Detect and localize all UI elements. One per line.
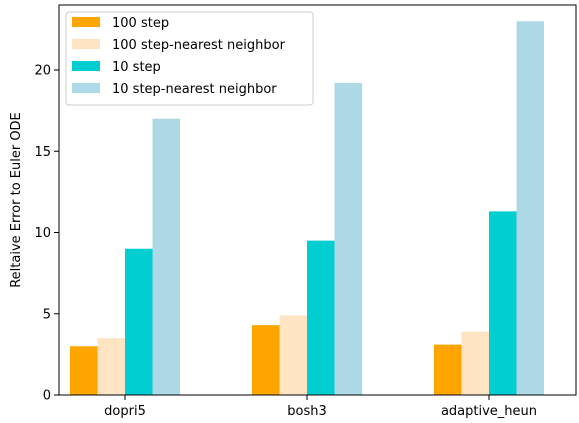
y-axis-label: Reltaive Error to Euler ODE (9, 112, 24, 288)
legend-swatch (72, 83, 100, 93)
bar-dopri5-series-4 (152, 118, 180, 395)
y-tick-label: 20 (34, 64, 51, 79)
bar-bosh3-series-1 (252, 325, 280, 395)
legend-label: 100 step (112, 16, 169, 31)
legend-swatch (72, 39, 100, 49)
bar-adaptive_heun-series-1 (434, 344, 462, 395)
y-tick-label: 0 (43, 389, 51, 404)
legend-label: 100 step-nearest neighbor (112, 38, 286, 53)
bar-dopri5-series-2 (97, 338, 125, 395)
legend-label: 10 step-nearest neighbor (112, 82, 277, 97)
bar-adaptive_heun-series-4 (516, 21, 544, 395)
bar-bosh3-series-4 (334, 83, 362, 395)
bar-dopri5-series-3 (125, 248, 153, 395)
x-tick-label: adaptive_heun (441, 404, 537, 419)
legend: 100 step 100 step-nearest neighbor 10 step… (65, 11, 314, 106)
y-axis: 0 5 10 15 20 (34, 64, 59, 404)
x-axis: dopri5 bosh3 adaptive_heun (104, 395, 537, 419)
x-tick-label: dopri5 (104, 404, 146, 419)
bars-layer (70, 21, 544, 395)
legend-box (65, 11, 314, 106)
bar-bosh3-series-2 (279, 315, 307, 395)
y-tick-label: 10 (34, 226, 51, 241)
legend-label: 10 step (112, 60, 161, 75)
bar-bosh3-series-3 (307, 240, 335, 395)
bar-dopri5-series-1 (70, 346, 98, 395)
bar-adaptive_heun-series-3 (489, 211, 517, 395)
bar-adaptive_heun-series-2 (461, 331, 489, 395)
legend-swatch (72, 17, 100, 27)
plot-frame (58, 4, 577, 396)
legend-swatch (72, 61, 100, 71)
y-tick-label: 15 (34, 145, 51, 160)
x-tick-label: bosh3 (287, 404, 327, 419)
y-tick-label: 5 (43, 307, 51, 322)
